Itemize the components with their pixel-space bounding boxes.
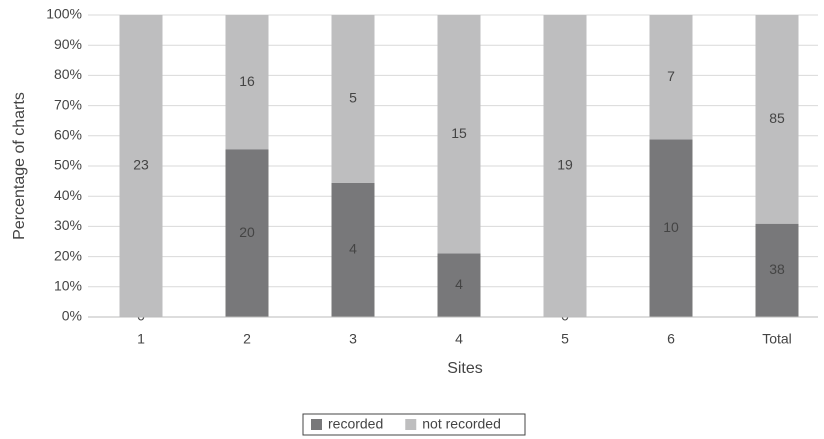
value-label: 15 [451,125,467,141]
x-tick-label: Total [762,331,792,347]
legend-box [302,413,526,436]
y-tick-label: 60% [54,127,82,143]
bar-segment [543,15,587,317]
y-tick-label: 0% [62,308,82,324]
y-tick-label: 40% [54,187,82,203]
bar-segment [649,15,693,140]
y-tick-label: 70% [54,96,82,112]
legend-swatch [311,419,322,430]
value-label: 5 [349,90,357,106]
y-tick-label: 20% [54,247,82,263]
y-tick-label: 100% [46,6,82,22]
legend-label: recorded [328,416,383,432]
bar-segment [331,182,375,317]
bar-segment [755,223,799,317]
value-label: 16 [239,73,255,89]
value-label: 38 [769,261,785,277]
y-tick-label: 80% [54,66,82,82]
value-label: 20 [239,224,255,240]
value-label: 23 [133,157,149,173]
y-tick-label: 50% [54,157,82,173]
x-tick-label: 4 [455,331,463,347]
bar-segment [225,149,269,317]
legend-swatch [405,419,417,430]
x-axis-title: Sites [447,360,483,377]
y-tick-label: 30% [54,217,82,233]
bar-segment [437,15,481,254]
y-tick-label: 10% [54,278,82,294]
value-label: 85 [769,110,785,126]
bar-segment [755,15,799,224]
x-tick-label: 1 [137,331,145,347]
value-label: 4 [349,241,357,257]
y-tick-label: 90% [54,36,82,52]
bar-segment [119,15,163,317]
value-label: 10 [663,219,679,235]
legend-label: not recorded [422,416,501,432]
bar-segment [649,139,693,317]
value-label: 4 [455,276,463,292]
x-tick-label: 3 [349,331,357,347]
value-label: 19 [557,157,573,173]
bar-segment [437,253,481,317]
value-label: 7 [667,68,675,84]
x-tick-label: 5 [561,331,569,347]
y-axis-title: Percentage of charts [11,92,28,240]
x-tick-label: 6 [667,331,675,347]
bar-segment [225,15,269,150]
bar-segment [331,15,375,183]
x-tick-label: 2 [243,331,251,347]
